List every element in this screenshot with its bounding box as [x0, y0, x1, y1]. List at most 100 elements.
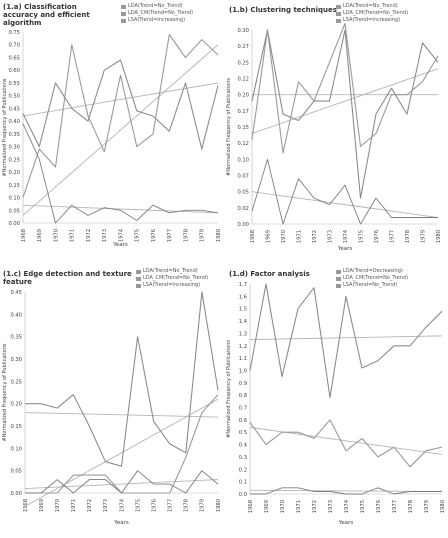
y-tick-label: 0.00: [8, 221, 20, 227]
y-tick-label: 0.30: [237, 28, 249, 34]
y-tick-label: 0.3: [239, 455, 247, 461]
chart-plot: 0.00 0.02 0.05 0.07 0.10 0.12 0.15 0.17 0.20 0.22…: [226, 22, 442, 252]
x-tick-label: 1979: [420, 230, 426, 243]
trend-line: [22, 44, 219, 216]
legend-label: LDA_CM(Trend=No_Trend): [343, 275, 409, 281]
legend: LDA(Trend=No_Trend) LDA_CM(Trend=No_Tren…: [136, 268, 208, 289]
y-tick-label: 0.9: [239, 381, 247, 387]
y-tick-label: 0.15: [237, 125, 249, 131]
y-tick-label: 0.00: [10, 491, 22, 497]
y-tick-label: 0.70: [8, 43, 20, 49]
legend-swatch: [336, 4, 341, 9]
y-tick-label: 0.20: [237, 93, 249, 99]
legend-swatch: [121, 4, 126, 9]
trend-line: [249, 335, 443, 341]
y-tick-label: 0.07: [237, 174, 249, 180]
legend-swatch: [121, 11, 126, 16]
y-tick-label: 0.30: [8, 145, 20, 151]
y-tick-label: 0.17: [237, 109, 249, 115]
y-tick-label: 0.4: [239, 443, 248, 449]
legend-swatch: [336, 11, 341, 16]
x-tick-label: 1974: [343, 229, 349, 243]
chart-plot: 0.0 0.1 0.2 0.3 0.4 0.5 0.6 0.7 0.8 0.9 1.0 1.1 1.2 1…: [226, 282, 446, 526]
y-tick-label: 0.1: [239, 480, 247, 486]
legend-label: LDA(Trend=Decreasing): [343, 268, 403, 274]
trend-line: [24, 398, 219, 507]
x-tick-label: 1969: [265, 230, 271, 243]
x-tick-label: 1980: [436, 230, 442, 243]
chart-panel-1d: (1.d) Factor analysis LDA(Trend=Decreasi…: [224, 266, 448, 534]
chart-title: (1.b) Clustering techniques: [229, 6, 337, 14]
y-axis-label: #Normalized Frequency of Publications: [226, 78, 232, 176]
y-tick-label: 0.22: [237, 77, 249, 83]
x-tick-label: 1969: [39, 499, 45, 512]
legend-label: LSA(Trend=No_Trend): [343, 282, 398, 288]
y-tick-label: 0.2: [239, 467, 247, 473]
y-tick-label: 1.0: [239, 368, 247, 374]
x-tick-label: 1975: [358, 230, 364, 243]
x-tick-label: 1970: [281, 230, 287, 243]
x-tick-label: 1972: [86, 229, 92, 242]
y-tick-label: 0.35: [10, 335, 22, 341]
chart-panel-1c: (1.c) Edge detection and texture feature…: [0, 266, 224, 534]
y-tick-label: 0.10: [237, 157, 249, 163]
x-axis-label: Years: [337, 246, 353, 252]
y-tick-label: 0.40: [8, 119, 20, 125]
series-line: [25, 470, 219, 494]
y-tick-label: 1.5: [239, 307, 247, 313]
y-tick-label: 0.15: [8, 183, 20, 189]
y-tick-label: 0.65: [8, 55, 20, 61]
x-tick-label: 1971: [296, 500, 302, 513]
trend-line: [24, 479, 219, 489]
x-tick-label: 1978: [183, 229, 189, 242]
legend-swatch: [136, 276, 141, 281]
y-tick-label: 0.05: [237, 190, 249, 196]
legend-label: LDA_CM(Trend=No_Trend): [128, 10, 194, 16]
y-tick-label: 0.05: [8, 208, 20, 214]
y-tick-label: 0.15: [10, 424, 22, 430]
chart-plot: 0.00 0.05 0.10 0.15 0.20 0.25 0.30 0.35 0.40 0.45…: [2, 30, 222, 248]
x-tick-label: 1976: [151, 499, 157, 512]
x-tick-label: 1970: [53, 229, 59, 242]
x-tick-label: 1979: [200, 229, 206, 242]
x-tick-label: 1978: [184, 499, 190, 512]
y-tick-label: 0.25: [10, 379, 22, 385]
series-line: [251, 158, 438, 225]
legend-swatch: [136, 269, 141, 274]
x-tick-label: 1968: [21, 229, 27, 242]
x-tick-label: 1977: [389, 230, 395, 243]
x-tick-label: 1971: [71, 499, 77, 512]
y-tick-label: 1.7: [239, 282, 247, 288]
x-tick-label: 1974: [344, 499, 350, 513]
x-tick-label: 1979: [424, 500, 430, 513]
y-tick-label: 1.2: [239, 344, 247, 350]
x-tick-label: 1974: [118, 228, 124, 242]
series-line: [249, 283, 443, 399]
legend-swatch: [336, 283, 341, 288]
x-tick-label: 1973: [102, 229, 108, 242]
legend-label: LDA(Trend=No_Trend): [143, 268, 198, 274]
y-tick-label: 0.55: [8, 81, 20, 87]
y-axis-label: #Normalized Frequency of Publications: [226, 340, 232, 438]
x-tick-label: 1973: [328, 500, 334, 513]
series-line: [251, 29, 439, 199]
x-axis-label: Years: [338, 520, 354, 526]
x-tick-label: 1976: [376, 500, 382, 513]
y-tick-label: 0.35: [8, 132, 20, 138]
y-tick-label: 0.40: [10, 312, 22, 318]
legend: LDA(Trend=No_Trend) LDA_CM(Trend=No_Tren…: [336, 3, 408, 24]
y-tick-label: 1.6: [239, 294, 247, 300]
y-tick-label: 1.3: [239, 331, 247, 337]
y-tick-label: 0.6: [239, 418, 247, 424]
chart-title: (1.a) Classification accuracy and effici…: [3, 3, 90, 27]
x-tick-label: 1970: [55, 499, 61, 512]
x-tick-label: 1972: [312, 500, 318, 513]
chart-title: (1.d) Factor analysis: [229, 270, 310, 278]
series-line: [251, 22, 439, 154]
y-axis-label: #Normalized Frequency of Publications: [2, 78, 8, 176]
x-tick-label: 1980: [440, 500, 446, 513]
trend-line: [22, 204, 219, 214]
x-tick-label: 1968: [250, 230, 256, 243]
x-tick-label: 1969: [37, 229, 43, 242]
x-tick-label: 1977: [167, 229, 173, 242]
